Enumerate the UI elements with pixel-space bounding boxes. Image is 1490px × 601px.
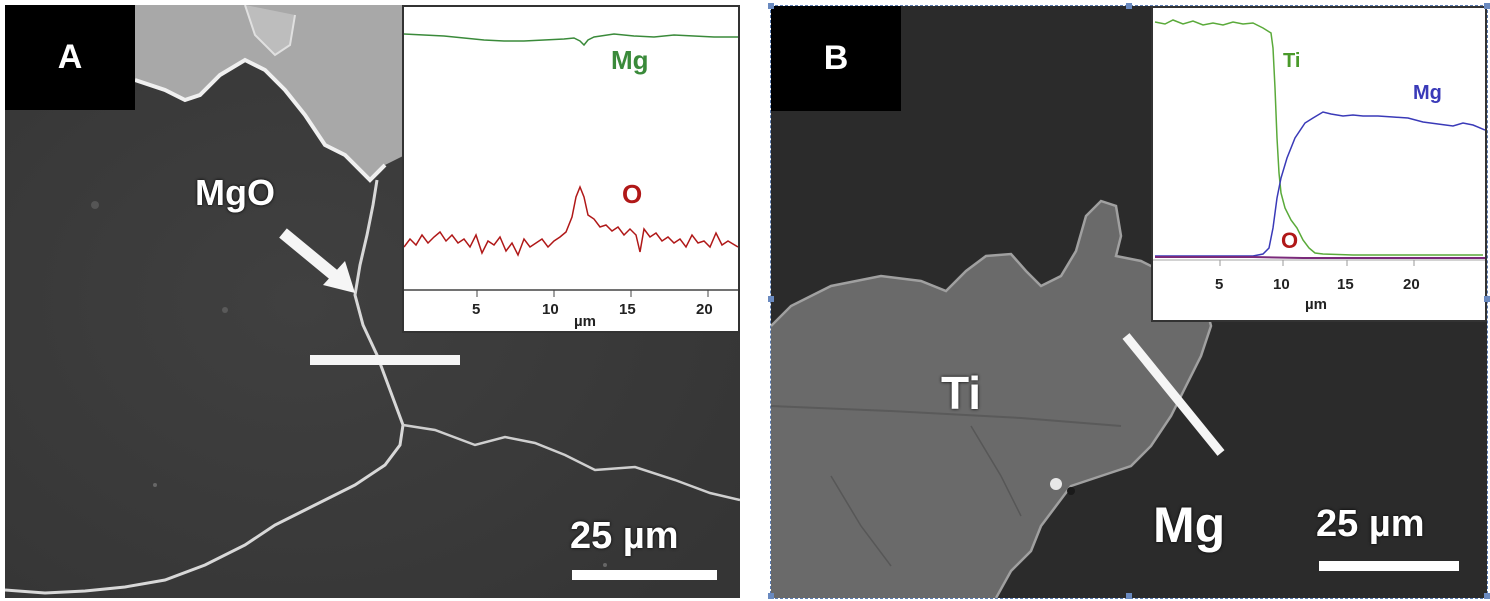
sem-image-panel-b: B Ti Mg 25 µm Ti Mg O 5 10 15 20 µm	[770, 5, 1488, 599]
x-tick-15-a: 15	[619, 301, 636, 318]
eds-line-scan-inset-b: Ti Mg O 5 10 15 20 µm	[1151, 6, 1487, 322]
scale-bar-label-b: 25 µm	[1316, 503, 1425, 545]
sem-image-panel-a: A MgO 25 µm Mg O 5 10 15 20 µm	[5, 5, 740, 598]
resize-handle-bottom-right[interactable]	[1484, 593, 1490, 599]
resize-handle-bottom-left[interactable]	[768, 593, 774, 599]
x-tick-20-a: 20	[696, 301, 713, 318]
line-chart-b	[1153, 19, 1485, 266]
x-tick-15-b: 15	[1337, 276, 1354, 293]
scale-bar-label-a: 25 µm	[570, 515, 679, 557]
resize-handle-middle-right[interactable]	[1484, 296, 1490, 302]
series-label-o-b: O	[1281, 228, 1299, 253]
x-axis-label-a: µm	[574, 313, 596, 330]
x-tick-5-b: 5	[1215, 276, 1224, 293]
resize-handle-top-middle[interactable]	[1126, 3, 1132, 9]
resize-handle-bottom-middle[interactable]	[1126, 593, 1132, 599]
resize-handle-top-left[interactable]	[768, 3, 774, 9]
panel-label-a: A	[5, 5, 135, 110]
x-tick-10-b: 10	[1273, 276, 1290, 293]
series-label-ti-b: Ti	[1283, 50, 1301, 72]
scale-bar-a	[572, 570, 717, 580]
panel-label-b: B	[771, 6, 901, 111]
series-label-o-a: O	[622, 179, 643, 209]
x-tick-5-a: 5	[472, 301, 481, 318]
resize-handle-top-right[interactable]	[1484, 3, 1490, 9]
mgo-phase-label: MgO	[195, 172, 275, 213]
series-label-mg-a: Mg	[611, 45, 649, 75]
x-tick-10-a: 10	[542, 301, 559, 318]
x-tick-20-b: 20	[1403, 276, 1420, 293]
resize-handle-middle-left[interactable]	[768, 296, 774, 302]
scale-bar-b	[1319, 561, 1459, 571]
line-chart-a	[404, 33, 738, 297]
series-label-mg-b: Mg	[1413, 82, 1442, 104]
mg-phase-label: Mg	[1153, 497, 1226, 553]
ti-phase-label: Ti	[941, 367, 982, 419]
x-axis-label-b: µm	[1305, 296, 1327, 313]
eds-line-scan-inset-a: Mg O 5 10 15 20 µm	[402, 5, 740, 333]
